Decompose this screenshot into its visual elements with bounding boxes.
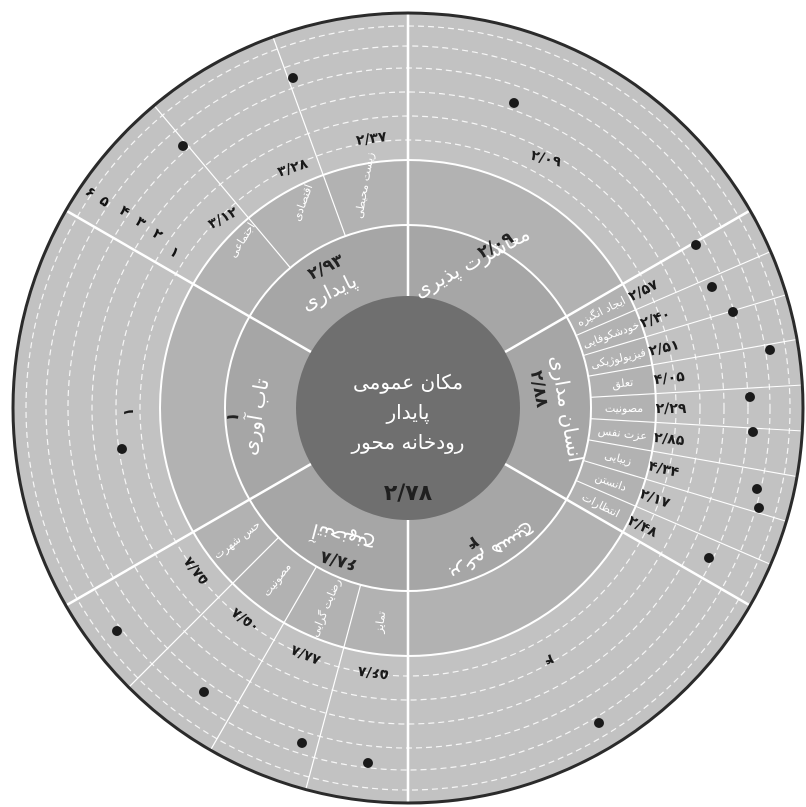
- sub-divider: [270, 31, 346, 237]
- data-point: [509, 98, 519, 108]
- data-point: [117, 444, 127, 454]
- lower-left-sub-score: ۵۶/۸: [356, 663, 389, 683]
- humanistic-sub-score: ۲/۵۱: [647, 337, 681, 360]
- data-point: [765, 345, 775, 355]
- data-point: [704, 553, 714, 563]
- humanistic-sub-score: ۲/۸۵: [653, 430, 686, 450]
- scale-ring: [91, 91, 725, 725]
- humanistic-sub-label: مصونیت: [605, 402, 643, 415]
- data-point: [199, 687, 209, 697]
- data-point: [691, 240, 701, 250]
- humanistic-sub-score: ۴/۳۴: [647, 458, 681, 481]
- center-disc: [296, 296, 520, 520]
- data-point: [594, 718, 604, 728]
- data-point: [754, 503, 764, 513]
- dimension-divider: [248, 462, 312, 501]
- dimension-ring-border: [224, 224, 592, 592]
- sub-divider: [124, 536, 280, 692]
- data-point: [748, 427, 758, 437]
- lower-left-sub-label: تمایز: [372, 611, 388, 635]
- sub-ring-wedge: [193, 160, 408, 317]
- sustainability-sub-score: ۲/۳۷: [355, 129, 388, 149]
- center-title-line2: پایدار: [386, 400, 430, 425]
- humanistic-sub-label: عزت نفس: [597, 424, 647, 443]
- sub-divider: [575, 249, 776, 337]
- humanistic-sub-score: ۲/۲۹: [656, 401, 687, 417]
- center-title-line1: مکان عمومی: [353, 370, 463, 394]
- humanistic-sub-score: ۴/۰۵: [653, 369, 686, 389]
- dimension-divider: [248, 315, 312, 354]
- sub-ring-wedge: [159, 284, 250, 532]
- data-point: [728, 307, 738, 317]
- dimension-score-resilience: ۱: [222, 410, 244, 424]
- sub-divider: [590, 418, 803, 432]
- sub-ring-boundary: [159, 159, 657, 657]
- data-point: [707, 282, 717, 292]
- data-point: [288, 73, 298, 83]
- scale-ring: [25, 25, 791, 791]
- humanistic-sub-label: زیبایی: [603, 449, 633, 468]
- sub-divider: [575, 479, 776, 567]
- sub-ring-wedge: [193, 499, 408, 656]
- sub-divider: [588, 439, 803, 479]
- data-points: [112, 73, 775, 768]
- data-point: [112, 626, 122, 636]
- socializing-outer-score: ۲/۰۹: [529, 148, 563, 171]
- sub-ring-wedge: [408, 160, 623, 317]
- data-point: [752, 484, 762, 494]
- sub-divider: [588, 337, 803, 377]
- sub-divider: [207, 566, 318, 755]
- data-point: [178, 141, 188, 151]
- data-point: [363, 758, 373, 768]
- resilience-outer-score: ۱: [121, 408, 137, 417]
- dimension-dividers: [224, 224, 592, 592]
- outer-wedges: [159, 160, 656, 656]
- sub-divider: [583, 292, 792, 357]
- sub-divider: [303, 584, 362, 795]
- sub-divider: [150, 101, 291, 269]
- sub-divider: [590, 384, 803, 398]
- humanistic-sub-label: تعلق: [611, 376, 634, 392]
- center-score: ۲/۷۸: [384, 481, 433, 506]
- center-title-line3: رودخانه محور: [351, 430, 465, 454]
- sub-ring-wedge: [566, 284, 656, 532]
- sub-ring-wedge: [408, 499, 623, 656]
- dimension-divider: [504, 315, 568, 354]
- data-point: [745, 392, 755, 402]
- data-point: [297, 738, 307, 748]
- outer-rim: [11, 11, 805, 805]
- dimension-divider: [504, 462, 568, 501]
